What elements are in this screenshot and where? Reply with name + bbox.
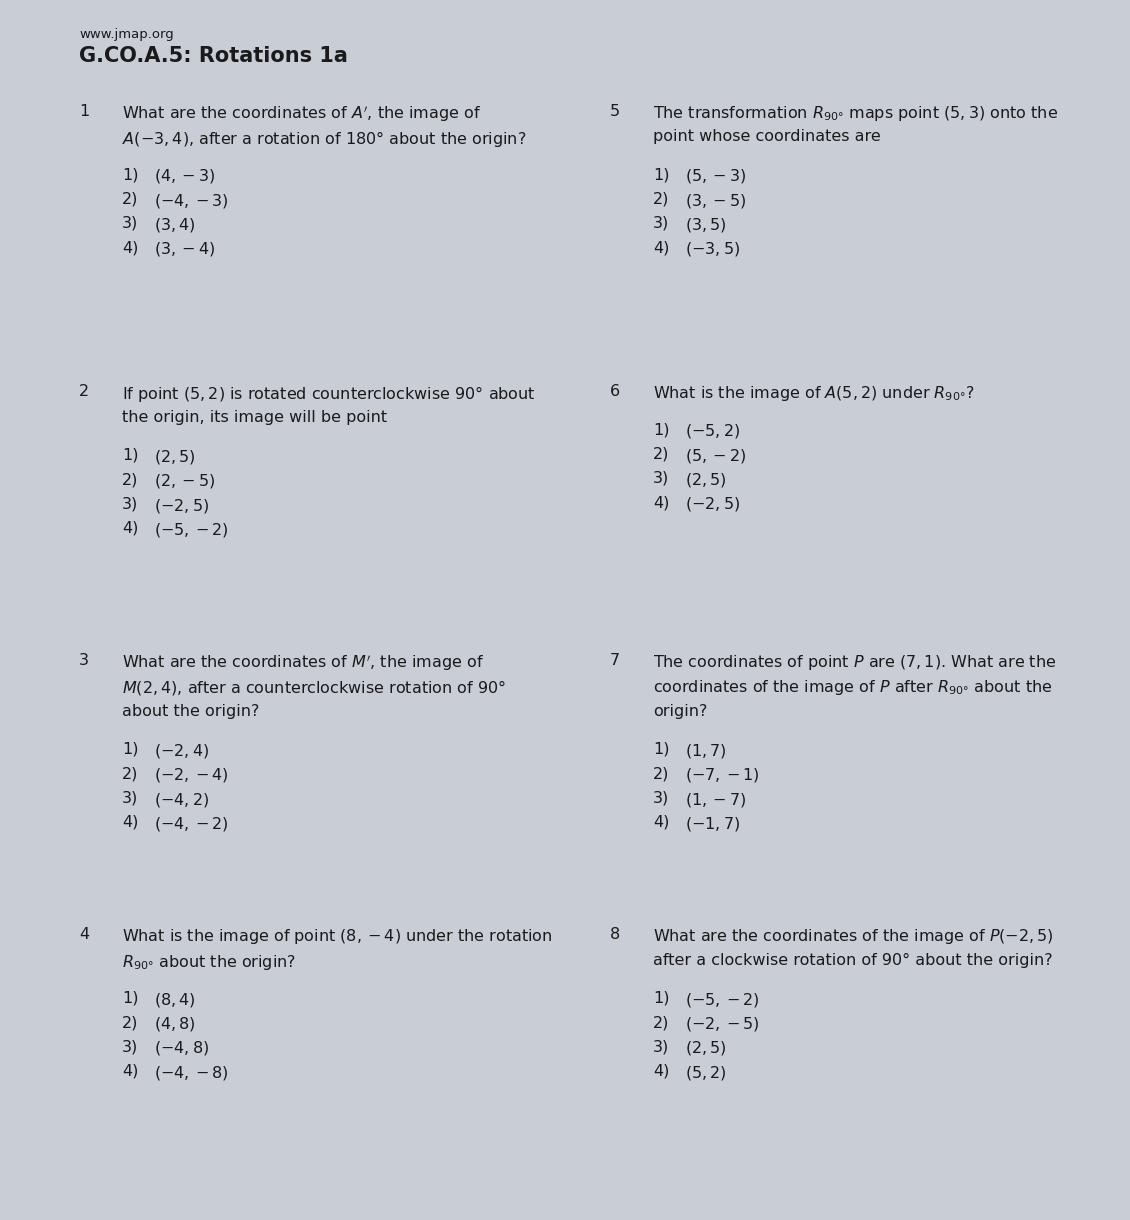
Text: G.CO.A.5: Rotations 1a: G.CO.A.5: Rotations 1a bbox=[79, 46, 348, 66]
Text: 5: 5 bbox=[610, 104, 620, 118]
Text: $(-4,-3)$: $(-4,-3)$ bbox=[154, 192, 228, 210]
Text: $(-4,2)$: $(-4,2)$ bbox=[154, 791, 209, 809]
Text: $(1,-7)$: $(1,-7)$ bbox=[685, 791, 746, 809]
Text: 2): 2) bbox=[122, 192, 138, 206]
Text: $(2,-5)$: $(2,-5)$ bbox=[154, 472, 215, 490]
Text: 2): 2) bbox=[653, 447, 669, 461]
Text: after a clockwise rotation of 90° about the origin?: after a clockwise rotation of 90° about … bbox=[653, 953, 1053, 967]
Text: 4): 4) bbox=[122, 240, 138, 255]
Text: 4: 4 bbox=[79, 927, 89, 942]
Text: $A(-3,4)$, after a rotation of 180° about the origin?: $A(-3,4)$, after a rotation of 180° abou… bbox=[122, 129, 527, 149]
Text: $(3,-4)$: $(3,-4)$ bbox=[154, 240, 215, 259]
Text: the origin, its image will be point: the origin, its image will be point bbox=[122, 410, 388, 425]
Text: What is the image of $A(5,2)$ under $R_{90°}$?: What is the image of $A(5,2)$ under $R_{… bbox=[653, 384, 974, 404]
Text: The coordinates of point $P$ are $(7,1)$. What are the: The coordinates of point $P$ are $(7,1)$… bbox=[653, 653, 1057, 672]
Text: about the origin?: about the origin? bbox=[122, 704, 260, 719]
Text: $(-4,8)$: $(-4,8)$ bbox=[154, 1039, 209, 1058]
Text: 2): 2) bbox=[653, 192, 669, 206]
Text: $(-5,-2)$: $(-5,-2)$ bbox=[154, 521, 228, 539]
Text: point whose coordinates are: point whose coordinates are bbox=[653, 129, 881, 144]
Text: 3: 3 bbox=[79, 653, 89, 667]
Text: $(-2,4)$: $(-2,4)$ bbox=[154, 742, 209, 760]
Text: The transformation $R_{90°}$ maps point $(5,3)$ onto the: The transformation $R_{90°}$ maps point … bbox=[653, 104, 1059, 123]
Text: 3): 3) bbox=[653, 471, 669, 486]
Text: $(-2,-5)$: $(-2,-5)$ bbox=[685, 1015, 759, 1033]
Text: 4): 4) bbox=[653, 240, 669, 255]
Text: 8: 8 bbox=[610, 927, 620, 942]
Text: $(2,5)$: $(2,5)$ bbox=[685, 1039, 727, 1058]
Text: 3): 3) bbox=[122, 1039, 138, 1054]
Text: 3): 3) bbox=[653, 791, 669, 805]
Text: $(-5,2)$: $(-5,2)$ bbox=[685, 422, 740, 440]
Text: 2): 2) bbox=[653, 1015, 669, 1030]
Text: www.jmap.org: www.jmap.org bbox=[79, 28, 174, 41]
Text: $(5,-3)$: $(5,-3)$ bbox=[685, 167, 746, 185]
Text: 3): 3) bbox=[122, 497, 138, 511]
Text: 4): 4) bbox=[122, 521, 138, 536]
Text: $(-3,5)$: $(-3,5)$ bbox=[685, 240, 740, 259]
Text: 2): 2) bbox=[122, 1015, 138, 1030]
Text: 1): 1) bbox=[653, 991, 670, 1005]
Text: What are the coordinates of the image of $P(-2,5)$: What are the coordinates of the image of… bbox=[653, 927, 1054, 947]
Text: What is the image of point $(8,-4)$ under the rotation: What is the image of point $(8,-4)$ unde… bbox=[122, 927, 553, 947]
Text: 2): 2) bbox=[122, 766, 138, 781]
Text: $R_{90°}$ about the origin?: $R_{90°}$ about the origin? bbox=[122, 953, 296, 972]
Text: 1: 1 bbox=[79, 104, 89, 118]
Text: $(2,5)$: $(2,5)$ bbox=[685, 471, 727, 489]
Text: $(5,2)$: $(5,2)$ bbox=[685, 1064, 727, 1082]
Text: $(3,5)$: $(3,5)$ bbox=[685, 216, 727, 234]
Text: 1): 1) bbox=[653, 167, 670, 182]
Text: 2): 2) bbox=[122, 472, 138, 487]
Text: If point $(5,2)$ is rotated counterclockwise 90° about: If point $(5,2)$ is rotated counterclock… bbox=[122, 384, 536, 404]
Text: 1): 1) bbox=[122, 167, 139, 182]
Text: $(-7,-1)$: $(-7,-1)$ bbox=[685, 766, 759, 784]
Text: $(-5,-2)$: $(-5,-2)$ bbox=[685, 991, 759, 1009]
Text: 6: 6 bbox=[610, 384, 620, 399]
Text: 3): 3) bbox=[653, 216, 669, 231]
Text: $(-4,-2)$: $(-4,-2)$ bbox=[154, 815, 228, 833]
Text: $(3,-5)$: $(3,-5)$ bbox=[685, 192, 746, 210]
Text: $M(2,4)$, after a counterclockwise rotation of 90°: $M(2,4)$, after a counterclockwise rotat… bbox=[122, 678, 506, 698]
Text: What are the coordinates of $M'$, the image of: What are the coordinates of $M'$, the im… bbox=[122, 653, 484, 673]
Text: $(-2,5)$: $(-2,5)$ bbox=[154, 497, 209, 515]
Text: $(4,-3)$: $(4,-3)$ bbox=[154, 167, 215, 185]
Text: $(5,-2)$: $(5,-2)$ bbox=[685, 447, 746, 465]
Text: 4): 4) bbox=[653, 815, 669, 830]
Text: 1): 1) bbox=[122, 742, 139, 756]
Text: 4): 4) bbox=[122, 815, 138, 830]
Text: 3): 3) bbox=[653, 1039, 669, 1054]
Text: 4): 4) bbox=[122, 1064, 138, 1078]
Text: $(-1,7)$: $(-1,7)$ bbox=[685, 815, 740, 833]
Text: 1): 1) bbox=[653, 742, 670, 756]
Text: 3): 3) bbox=[122, 216, 138, 231]
Text: coordinates of the image of $P$ after $R_{90°}$ about the: coordinates of the image of $P$ after $R… bbox=[653, 678, 1053, 698]
Text: 2): 2) bbox=[653, 766, 669, 781]
Text: $(1,7)$: $(1,7)$ bbox=[685, 742, 727, 760]
Text: 1): 1) bbox=[122, 448, 139, 462]
Text: What are the coordinates of $A'$, the image of: What are the coordinates of $A'$, the im… bbox=[122, 104, 481, 124]
Text: $(-4,-8)$: $(-4,-8)$ bbox=[154, 1064, 228, 1082]
Text: 1): 1) bbox=[653, 422, 670, 437]
Text: $(-2,-4)$: $(-2,-4)$ bbox=[154, 766, 228, 784]
Text: 2: 2 bbox=[79, 384, 89, 399]
Text: 1): 1) bbox=[122, 991, 139, 1005]
Text: 7: 7 bbox=[610, 653, 620, 667]
Text: origin?: origin? bbox=[653, 704, 707, 719]
Text: $(-2,5)$: $(-2,5)$ bbox=[685, 495, 740, 514]
Text: $(8,4)$: $(8,4)$ bbox=[154, 991, 195, 1009]
Text: 3): 3) bbox=[122, 791, 138, 805]
Text: $(4,8)$: $(4,8)$ bbox=[154, 1015, 195, 1033]
Text: $(2,5)$: $(2,5)$ bbox=[154, 448, 195, 466]
Text: 4): 4) bbox=[653, 495, 669, 510]
Text: $(3,4)$: $(3,4)$ bbox=[154, 216, 195, 234]
Text: 4): 4) bbox=[653, 1064, 669, 1078]
